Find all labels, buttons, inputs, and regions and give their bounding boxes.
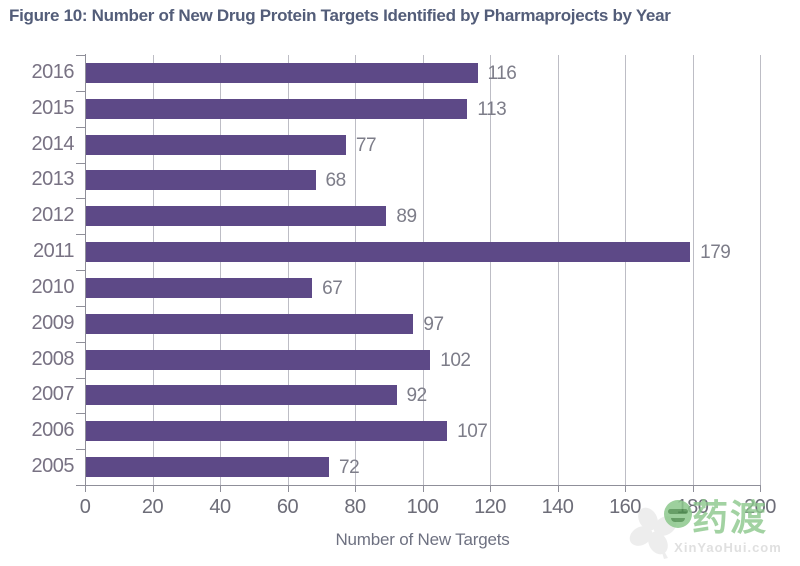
gridline-40: [220, 55, 221, 485]
bar-2010: [86, 277, 313, 298]
value-label-2016: 116: [487, 62, 517, 84]
x-axis-label: Number of New Targets: [335, 530, 510, 549]
x-axis-tick-180: [692, 485, 694, 492]
x-tick-label-140: 140: [541, 496, 574, 518]
y-axis-tick: [76, 270, 85, 271]
year-label-2009: 2009: [31, 311, 75, 334]
year-label-2007: 2007: [31, 383, 75, 406]
y-axis-tick: [76, 449, 85, 451]
value-label-2005: 72: [339, 457, 360, 479]
x-tick-label-20: 20: [141, 496, 164, 518]
year-label-2015: 2015: [31, 96, 75, 119]
year-label-2016: 2016: [31, 60, 75, 83]
bar-2008: [86, 349, 431, 370]
x-tick-label-40: 40: [209, 496, 231, 518]
x-tick-label-160: 160: [609, 496, 641, 518]
x-axis-tick-160: [625, 485, 626, 492]
value-label-2006: 107: [457, 421, 488, 443]
x-tick-label-60: 60: [276, 496, 299, 518]
year-label-2013: 2013: [31, 168, 75, 191]
bar-2009: [86, 313, 414, 334]
y-axis-tick: [76, 413, 85, 415]
y-axis-tick: [76, 162, 85, 164]
x-axis-tick-200: [760, 485, 761, 492]
x-axis-line: [76, 485, 761, 486]
year-label-2011: 2011: [32, 240, 75, 263]
bar-2015: [86, 98, 468, 119]
value-label-2015: 113: [477, 98, 507, 120]
x-axis-tick-20: [152, 485, 154, 492]
year-label-2008: 2008: [31, 347, 75, 370]
y-axis-tick: [76, 341, 85, 343]
bar-2014: [86, 134, 346, 155]
x-tick-label-100: 100: [406, 496, 439, 518]
gridline-140: [557, 55, 559, 485]
x-axis-tick-140: [557, 485, 559, 492]
x-tick-label-120: 120: [474, 496, 506, 518]
y-axis-tick: [76, 198, 85, 200]
gridline-180: [692, 55, 694, 485]
bar-2012: [86, 206, 387, 227]
value-label-2007: 92: [406, 385, 428, 407]
y-axis-tick: [76, 234, 85, 236]
x-axis-tick-80: [355, 485, 356, 492]
gridline-20: [152, 55, 154, 485]
year-label-2006: 2006: [31, 419, 75, 442]
x-tick-label-200: 200: [744, 496, 776, 518]
year-label-2010: 2010: [31, 275, 75, 298]
gridline-60: [287, 55, 289, 485]
bar-2006: [86, 421, 448, 442]
gridline-120: [490, 55, 491, 485]
year-label-2005: 2005: [31, 455, 75, 478]
value-label-2008: 102: [440, 349, 471, 371]
x-axis-tick-100: [422, 485, 424, 492]
x-tick-label-80: 80: [344, 496, 366, 518]
bar-2013: [86, 170, 316, 191]
y-axis-tick: [76, 90, 85, 92]
y-axis-tick: [76, 305, 85, 307]
x-tick-label-180: 180: [676, 496, 709, 518]
bar-2005: [86, 457, 329, 478]
year-label-2014: 2014: [31, 132, 75, 155]
value-label-2010: 67: [322, 277, 343, 299]
value-label-2012: 89: [396, 206, 417, 228]
x-axis-tick-0: [85, 485, 86, 492]
figure-title: Figure 10: Number of New Drug Protein Ta…: [9, 6, 671, 25]
bar-2011: [86, 242, 691, 263]
x-axis-tick-40: [220, 485, 221, 492]
bar-2007: [86, 385, 397, 406]
y-axis-tick: [76, 55, 85, 56]
value-label-2011: 179: [700, 242, 731, 264]
year-label-2012: 2012: [31, 204, 75, 227]
y-axis-tick: [76, 126, 85, 128]
gridline-200: [760, 55, 761, 485]
x-axis-tick-120: [490, 485, 491, 492]
value-label-2009: 97: [423, 313, 444, 335]
y-axis-line: [85, 54, 86, 485]
x-axis-tick-60: [287, 485, 289, 492]
x-tick-label-0: 0: [79, 496, 91, 518]
value-label-2014: 77: [355, 134, 377, 156]
y-axis-tick: [76, 377, 85, 379]
value-label-2013: 68: [325, 170, 347, 192]
gridline-160: [625, 55, 626, 485]
gridline-80: [355, 55, 356, 485]
y-axis-tick: [76, 485, 85, 486]
gridline-100: [422, 55, 424, 485]
bar-2016: [86, 62, 478, 83]
